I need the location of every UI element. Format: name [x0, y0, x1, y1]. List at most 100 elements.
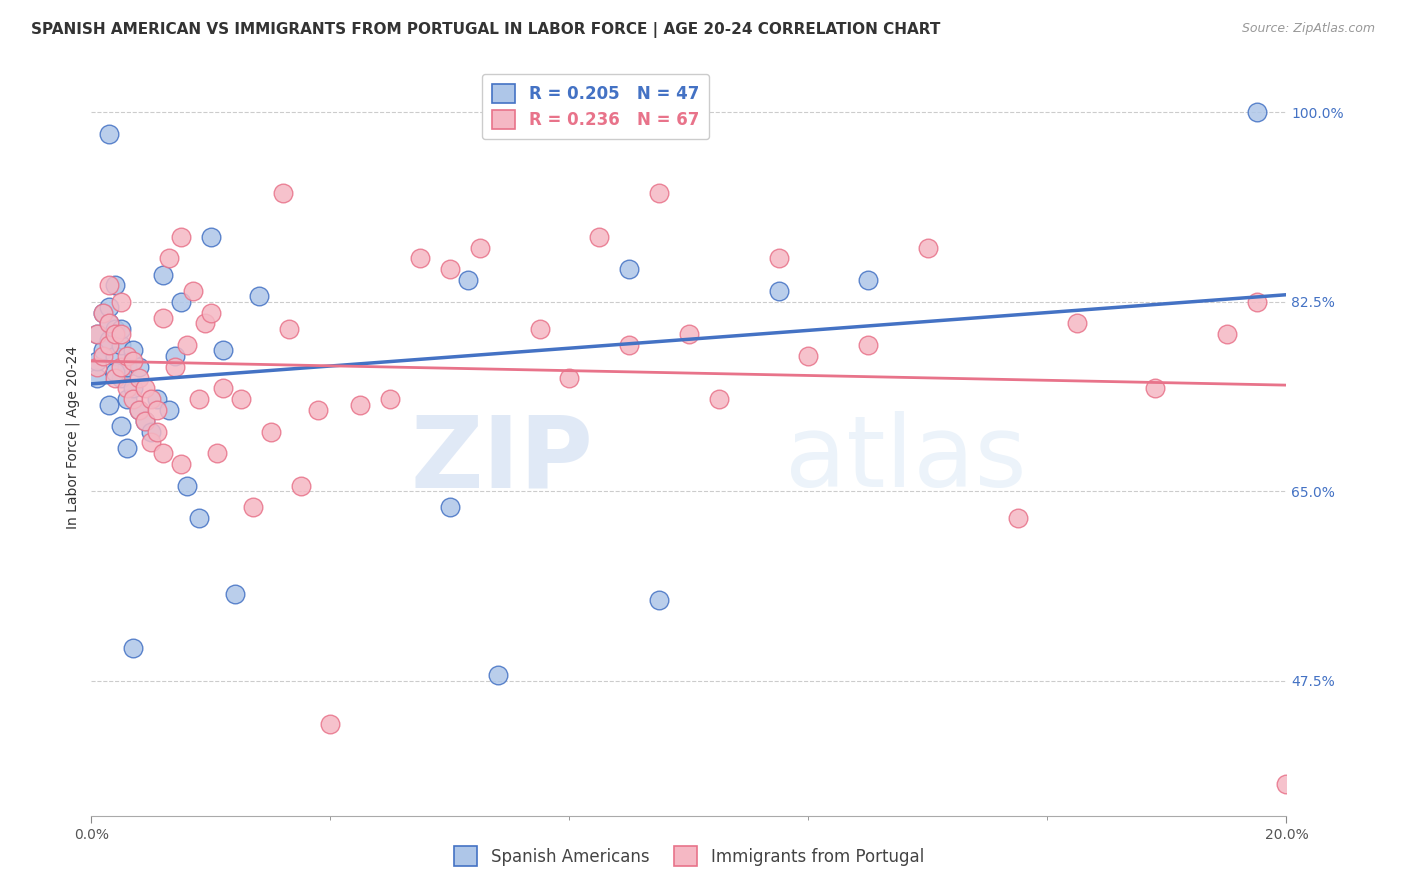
Point: [277, 322, 299, 336]
Point: [181, 284, 204, 298]
Point: [115, 349, 138, 363]
Point: [104, 365, 127, 379]
Y-axis label: In Labor Force | Age 20-24: In Labor Force | Age 20-24: [66, 345, 80, 529]
Point: [115, 359, 138, 374]
Point: [146, 403, 169, 417]
Point: [224, 587, 246, 601]
Point: [290, 479, 312, 493]
Point: [110, 359, 132, 374]
Point: [1216, 327, 1239, 342]
Point: [86, 354, 108, 368]
Point: [128, 359, 150, 374]
Point: [110, 338, 132, 352]
Point: [200, 305, 222, 319]
Point: [1246, 294, 1268, 309]
Point: [157, 403, 180, 417]
Point: [122, 381, 145, 395]
Point: [558, 370, 581, 384]
Point: [1144, 381, 1167, 395]
Point: [98, 300, 121, 314]
Point: [319, 717, 342, 731]
Point: [170, 229, 193, 244]
Point: [858, 338, 880, 352]
Point: [176, 338, 198, 352]
Point: [1007, 511, 1029, 525]
Point: [134, 414, 156, 428]
Point: [242, 500, 264, 515]
Point: [104, 327, 127, 342]
Point: [200, 229, 222, 244]
Point: [707, 392, 730, 407]
Point: [194, 316, 217, 330]
Point: [157, 252, 180, 266]
Point: [588, 229, 610, 244]
Point: [163, 349, 186, 363]
Point: [768, 252, 790, 266]
Point: [409, 252, 432, 266]
Point: [1246, 105, 1268, 120]
Point: [115, 392, 138, 407]
Point: [98, 316, 121, 330]
Point: [439, 500, 461, 515]
Point: [110, 294, 132, 309]
Text: SPANISH AMERICAN VS IMMIGRANTS FROM PORTUGAL IN LABOR FORCE | AGE 20-24 CORRELAT: SPANISH AMERICAN VS IMMIGRANTS FROM PORT…: [31, 22, 941, 38]
Point: [619, 338, 641, 352]
Point: [648, 186, 671, 201]
Point: [163, 359, 186, 374]
Point: [141, 425, 163, 439]
Point: [678, 327, 700, 342]
Point: [110, 327, 132, 342]
Point: [211, 343, 233, 358]
Point: [86, 327, 108, 342]
Point: [122, 641, 145, 656]
Point: [211, 381, 233, 395]
Point: [188, 392, 211, 407]
Point: [122, 392, 145, 407]
Point: [128, 403, 150, 417]
Point: [1275, 777, 1298, 791]
Point: [104, 370, 127, 384]
Point: [619, 262, 641, 277]
Point: [86, 359, 108, 374]
Point: [104, 278, 127, 293]
Point: [104, 322, 127, 336]
Point: [110, 419, 132, 434]
Point: [115, 381, 138, 395]
Point: [768, 284, 790, 298]
Point: [86, 327, 108, 342]
Point: [122, 354, 145, 368]
Point: [93, 343, 115, 358]
Point: [797, 349, 820, 363]
Point: [128, 370, 150, 384]
Point: [176, 479, 198, 493]
Point: [271, 186, 294, 201]
Point: [247, 289, 270, 303]
Point: [146, 392, 169, 407]
Point: [128, 403, 150, 417]
Point: [93, 349, 115, 363]
Point: [468, 240, 491, 254]
Point: [349, 398, 371, 412]
Point: [380, 392, 402, 407]
Point: [858, 273, 880, 287]
Point: [152, 268, 174, 282]
Point: [141, 392, 163, 407]
Point: [307, 403, 329, 417]
Point: [98, 316, 121, 330]
Point: [648, 592, 671, 607]
Point: [486, 668, 509, 682]
Point: [98, 127, 121, 141]
Point: [229, 392, 252, 407]
Point: [98, 278, 121, 293]
Text: atlas: atlas: [785, 411, 1026, 508]
Point: [110, 322, 132, 336]
Point: [122, 343, 145, 358]
Point: [141, 435, 163, 450]
Point: [146, 425, 169, 439]
Point: [98, 338, 121, 352]
Point: [439, 262, 461, 277]
Text: ZIP: ZIP: [411, 411, 593, 508]
Point: [152, 310, 174, 325]
Point: [1066, 316, 1088, 330]
Point: [98, 333, 121, 347]
